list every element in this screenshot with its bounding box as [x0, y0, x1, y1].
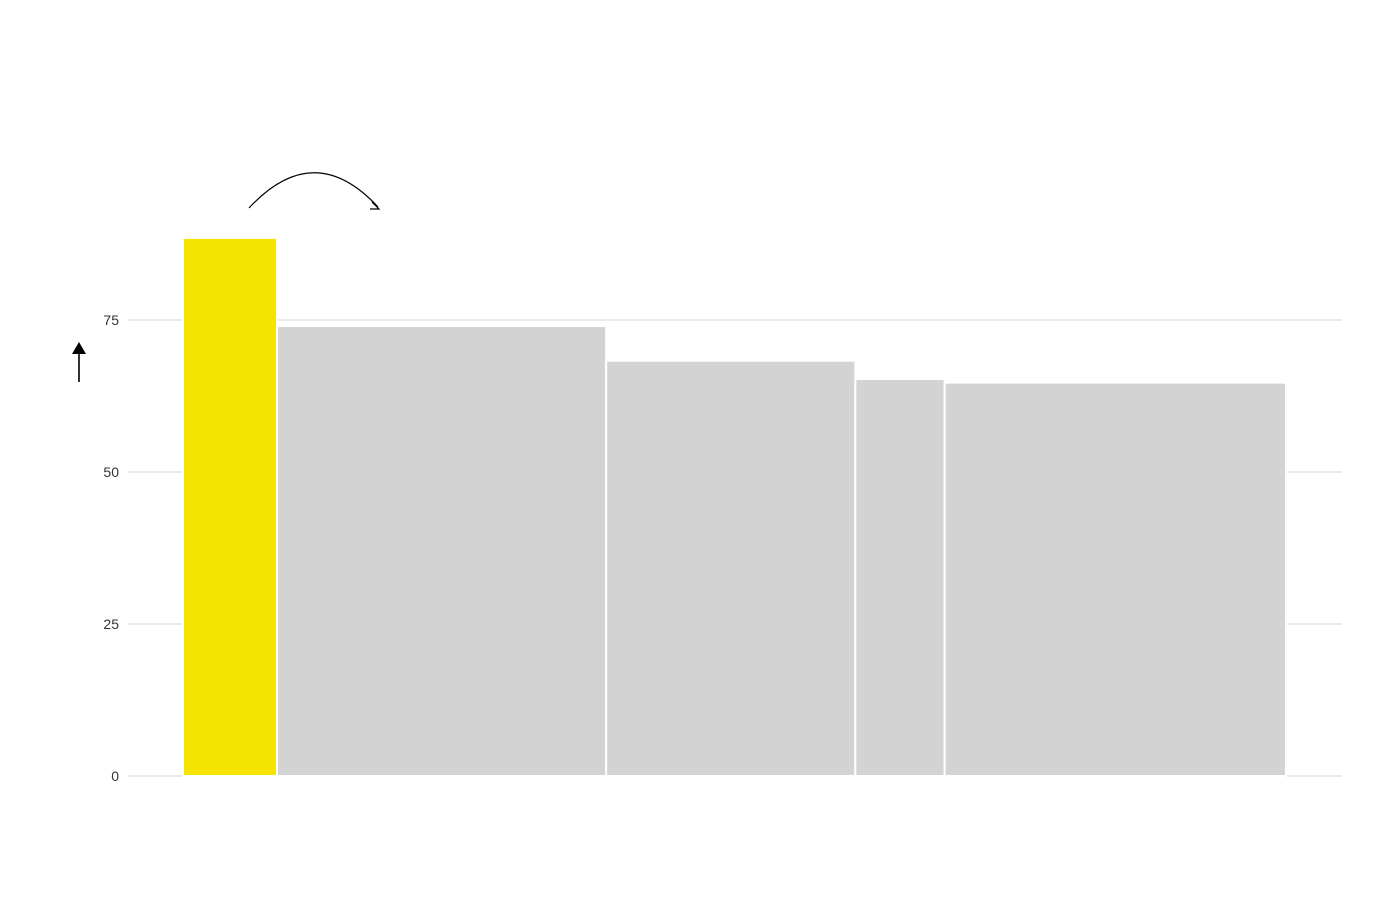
bar — [605, 359, 857, 777]
y-tick-label: 50 — [103, 464, 119, 480]
bars — [182, 236, 1287, 778]
y-axis-arrow-icon — [72, 342, 86, 382]
y-tick-label: 75 — [103, 312, 119, 328]
y-axis-ticks: 0 25 50 75 — [103, 312, 119, 784]
bar — [854, 377, 946, 777]
bar — [943, 381, 1287, 777]
curved-arrow-icon — [248, 172, 381, 210]
y-tick-label: 0 — [111, 768, 119, 784]
bar — [276, 325, 608, 777]
highlighted-bar — [182, 236, 279, 778]
y-tick-label: 25 — [103, 616, 119, 632]
